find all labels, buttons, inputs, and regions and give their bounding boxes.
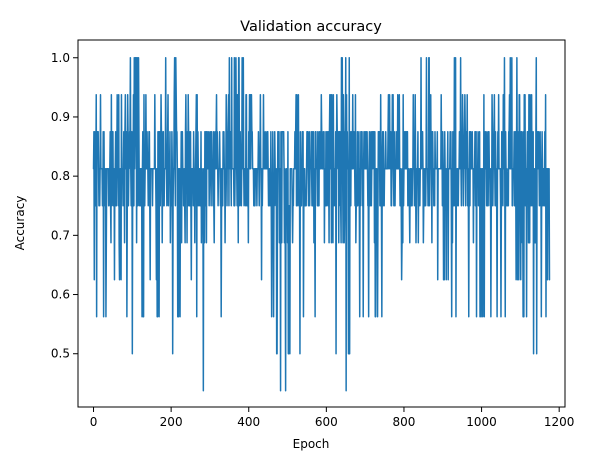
- x-axis-tick-label: 600: [315, 415, 338, 429]
- y-axis-tick-label: 1.0: [51, 51, 70, 65]
- x-axis-tick-label: 200: [160, 415, 183, 429]
- y-axis-label: Accuracy: [13, 196, 27, 251]
- chart-title: Validation accuracy: [240, 19, 382, 35]
- y-axis-tick-label: 0.5: [51, 347, 70, 361]
- x-axis-tick-label: 1000: [466, 415, 497, 429]
- validation-accuracy-series-line: [92, 57, 551, 392]
- x-axis-tick-label: 0: [90, 415, 98, 429]
- x-axis-tick-label: 1200: [544, 415, 575, 429]
- y-axis-ticks: 0.5 0.6 0.7 0.8 0.9 1.0: [51, 51, 78, 361]
- x-axis-tick-label: 800: [393, 415, 416, 429]
- plot-frame: [77, 39, 566, 408]
- series-layer: [92, 57, 551, 392]
- x-axis-label: Epoch: [293, 437, 330, 451]
- y-axis-tick-label: 0.6: [51, 288, 70, 302]
- x-axis-ticks: 0 200 400 600 800 1000 1200: [90, 407, 575, 429]
- y-axis-tick-label: 0.8: [51, 169, 70, 183]
- y-axis-tick-label: 0.7: [51, 228, 70, 242]
- x-axis-tick-label: 400: [237, 415, 260, 429]
- y-axis-tick-label: 0.9: [51, 110, 70, 124]
